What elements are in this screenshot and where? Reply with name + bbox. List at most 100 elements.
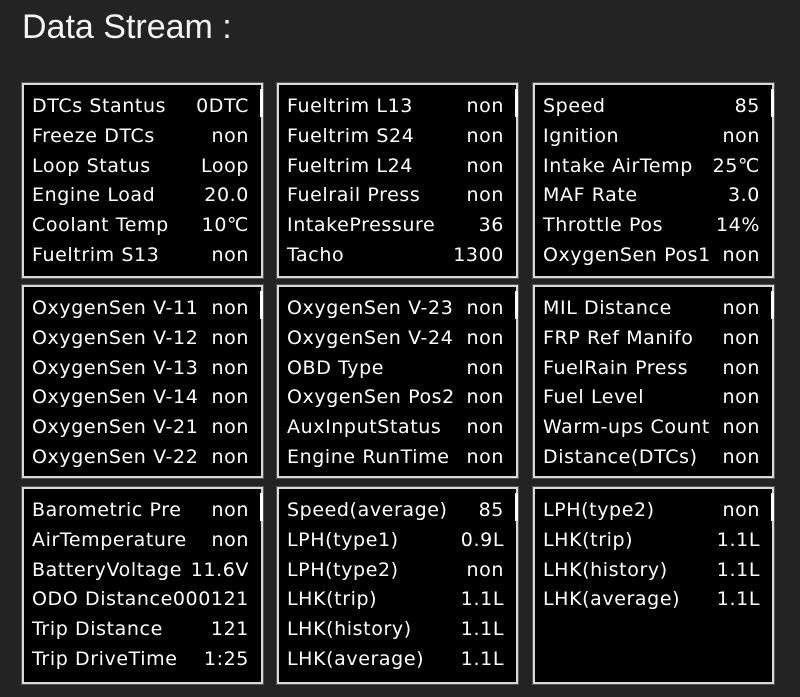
data-row: Fueltrim S13 non	[32, 244, 249, 272]
row-value: non	[466, 558, 504, 581]
row-label: Freeze DTCs	[32, 124, 155, 147]
row-label: OxygenSen Pos1	[543, 244, 711, 266]
row-value: non	[211, 528, 249, 551]
row-label: Fuelrail Press	[287, 184, 421, 207]
data-row: ODO Distance 000121	[32, 588, 249, 616]
row-label: MAF Rate	[543, 184, 638, 207]
data-row: Fueltrim S24 non	[287, 125, 504, 153]
row-value: 1.1L	[716, 558, 760, 581]
data-panel: Speed 85 Ignition non Intake AirTemp 25℃ MAF R…	[532, 82, 775, 279]
row-value: non	[466, 446, 504, 468]
row-label: Tacho	[287, 244, 345, 266]
data-row: LHK(trip) 1.1L	[543, 529, 760, 557]
row-label: OxygenSen Pos2	[287, 386, 455, 409]
row-value: non	[211, 326, 249, 349]
data-panel: LPH(type2) non LHK(trip) 1.1L LHK(history) 1.…	[532, 486, 775, 685]
data-panel: Fueltrim L13 non Fueltrim S24 non Fueltrim L…	[276, 82, 519, 279]
row-label: Distance(DTCs)	[543, 446, 698, 468]
row-label: Speed(average)	[287, 499, 448, 521]
scroll-indicator	[260, 493, 263, 521]
row-label: OxygenSen V-14	[32, 386, 199, 409]
row-value: non	[466, 356, 504, 379]
row-label: BatteryVoltage	[32, 558, 182, 581]
row-value: Loop	[201, 154, 249, 177]
data-row: Barometric Pre non	[32, 499, 249, 527]
data-row: OBD Type non	[287, 357, 504, 385]
data-row: LPH(type1) 0.9L	[287, 529, 504, 557]
data-panel: OxygenSen V-23 non OxygenSen V-24 non OBD Ty…	[276, 284, 519, 479]
row-label: Coolant Temp	[32, 214, 169, 237]
row-value: 1.1L	[716, 528, 760, 551]
row-label: LPH(type2)	[287, 558, 399, 581]
data-row: Speed(average) 85	[287, 499, 504, 527]
data-row: BatteryVoltage 11.6V	[32, 559, 249, 587]
row-label: ODO Distance	[32, 588, 173, 611]
scroll-indicator	[515, 89, 518, 117]
row-value: 85	[478, 499, 504, 521]
row-label: Fueltrim S24	[287, 124, 415, 147]
row-label: FuelRain Press	[543, 356, 689, 379]
data-row: Fueltrim L13 non	[287, 95, 504, 123]
row-value: non	[722, 326, 760, 349]
data-row: OxygenSen V-24 non	[287, 327, 504, 355]
scroll-indicator	[771, 493, 774, 521]
row-label: IntakePressure	[287, 214, 436, 237]
row-value: non	[466, 326, 504, 349]
row-label: LHK(trip)	[287, 588, 378, 611]
data-row: LPH(type2) non	[543, 499, 760, 527]
row-value: 20.0	[204, 184, 249, 207]
data-row: Distance(DTCs) non	[543, 446, 760, 474]
data-row: Trip Distance 121	[32, 618, 249, 646]
data-panel: OxygenSen V-11 non OxygenSen V-12 non Oxygen…	[21, 284, 264, 479]
data-panel: DTCs Stantus 0DTC Freeze DTCs non Loop Statu…	[21, 82, 264, 279]
row-value: non	[722, 446, 760, 468]
data-row: MIL Distance non	[543, 297, 760, 325]
row-value: 11.6V	[190, 558, 249, 581]
data-row: Loop Status Loop	[32, 155, 249, 183]
title: Data Stream :	[22, 8, 232, 46]
row-label: OxygenSen V-23	[287, 297, 454, 319]
data-panel: Speed(average) 85 LPH(type1) 0.9L LPH(type2)…	[276, 486, 519, 685]
scroll-indicator	[515, 291, 518, 319]
row-label: Speed	[543, 95, 606, 117]
data-row: LHK(average) 1.1L	[287, 648, 504, 676]
data-row: Freeze DTCs non	[32, 125, 249, 153]
row-value: non	[466, 154, 504, 177]
row-label: AuxInputStatus	[287, 416, 442, 439]
data-row: Engine RunTime non	[287, 446, 504, 474]
row-label: FRP Ref Manifo	[543, 326, 694, 349]
row-label: Ignition	[543, 124, 620, 147]
row-value: 1.1L	[716, 588, 760, 611]
scroll-indicator	[260, 89, 263, 117]
row-label: OxygenSen V-12	[32, 326, 199, 349]
data-row: Intake AirTemp 25℃	[543, 155, 760, 183]
row-label: OxygenSen V-11	[32, 297, 199, 319]
row-label: OxygenSen V-13	[32, 356, 199, 379]
row-value: non	[211, 446, 249, 468]
data-row: LHK(history) 1.1L	[543, 559, 760, 587]
data-row: Fuelrail Press non	[287, 184, 504, 212]
row-value: non	[466, 95, 504, 117]
row-value: 3.0	[727, 184, 760, 207]
row-value: non	[211, 386, 249, 409]
data-row: Fueltrim L24 non	[287, 155, 504, 183]
scroll-indicator	[771, 291, 774, 319]
row-label: OxygenSen V-24	[287, 326, 454, 349]
row-label: Fueltrim S13	[32, 244, 160, 266]
data-row: OxygenSen V-23 non	[287, 297, 504, 325]
row-value: 1:25	[203, 648, 249, 670]
row-value: 0.9L	[460, 528, 504, 551]
row-label: LHK(history)	[287, 618, 412, 641]
row-label: OBD Type	[287, 356, 385, 379]
row-label: Fueltrim L24	[287, 154, 413, 177]
row-value: 1.1L	[460, 648, 504, 670]
data-row: DTCs Stantus 0DTC	[32, 95, 249, 123]
data-row: OxygenSen V-14 non	[32, 386, 249, 414]
row-label: MIL Distance	[543, 297, 672, 319]
row-value: 14%	[715, 214, 760, 237]
row-value: non	[722, 244, 760, 266]
row-label: LHK(trip)	[543, 528, 634, 551]
row-value: 0DTC	[196, 95, 249, 117]
row-label: Fuel Level	[543, 386, 645, 409]
data-row: Tacho 1300	[287, 244, 504, 272]
